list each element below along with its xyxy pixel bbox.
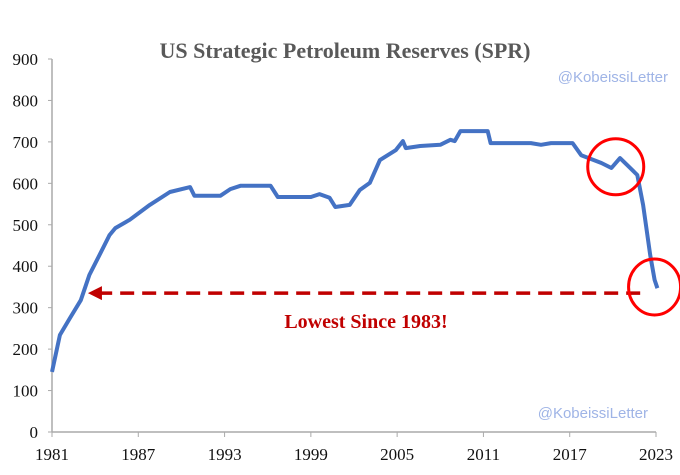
- arrow-head-icon: [87, 286, 102, 301]
- y-tick-label-400: 400: [13, 257, 39, 276]
- chart-title: US Strategic Petroleum Reserves (SPR): [159, 38, 530, 63]
- x-tick-label-2023: 2023: [639, 445, 673, 464]
- y-tick-label-500: 500: [13, 216, 39, 235]
- y-tick-label-0: 0: [30, 423, 39, 442]
- watermark-top: @KobeissiLetter: [558, 69, 668, 86]
- x-tick-label-1999: 1999: [294, 445, 328, 464]
- watermark-bottom: @KobeissiLetter: [538, 405, 648, 422]
- y-tick-label-100: 100: [13, 382, 39, 401]
- y-tick-label-900: 900: [13, 50, 39, 69]
- highlight-circle-2: [627, 257, 680, 317]
- x-tick-label-2011: 2011: [467, 445, 500, 464]
- x-tick-label-1993: 1993: [208, 445, 242, 464]
- y-tick-label-300: 300: [13, 299, 39, 318]
- y-tick-label-600: 600: [13, 174, 39, 193]
- highlight-circle-1: [586, 137, 646, 197]
- x-tick-label-1981: 1981: [35, 445, 69, 464]
- y-tick-label-700: 700: [13, 133, 39, 152]
- x-tick-label-2017: 2017: [553, 445, 588, 464]
- series-line-spr: [50, 129, 660, 373]
- x-tick-label-2005: 2005: [380, 445, 414, 464]
- y-tick-label-200: 200: [13, 340, 39, 359]
- annotation-lowest-since-1983: Lowest Since 1983!: [284, 311, 447, 333]
- y-tick-label-800: 800: [13, 91, 39, 110]
- x-tick-label-1987: 1987: [121, 445, 156, 464]
